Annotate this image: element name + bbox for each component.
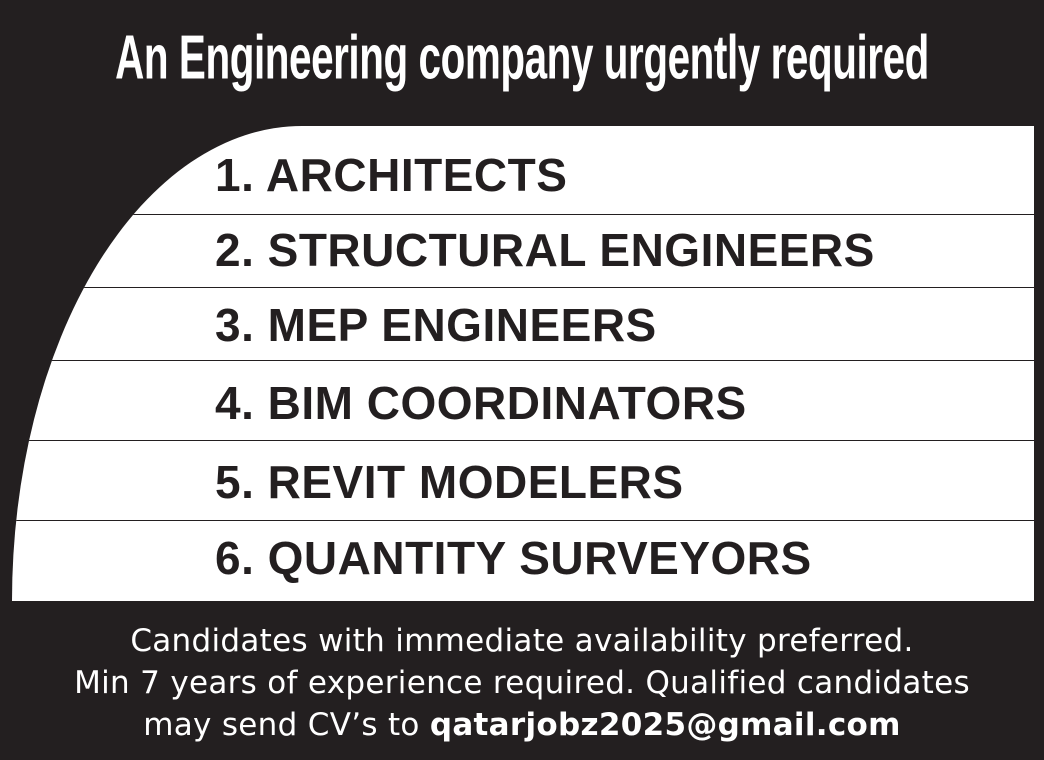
position-row: 5. REVIT MODELERS — [12, 441, 1034, 521]
footer-line-experience: Min 7 years of experience required. Qual… — [74, 665, 970, 701]
position-label: 3. MEP ENGINEERS — [215, 299, 657, 351]
position-row: 3. MEP ENGINEERS — [12, 288, 1034, 361]
footer-contact-prefix: may send CV’s to — [143, 707, 430, 743]
position-row: 4. BIM COORDINATORS — [12, 361, 1034, 441]
footer-note: Candidates with immediate availability p… — [0, 620, 1044, 746]
position-row: 6. QUANTITY SURVEYORS — [12, 521, 1034, 601]
footer-line-contact: may send CV’s to qatarjobz2025@gmail.com — [0, 704, 1044, 746]
positions-panel: 1. ARCHITECTS 2. STRUCTURAL ENGINEERS 3.… — [12, 126, 1034, 601]
position-row: 2. STRUCTURAL ENGINEERS — [12, 215, 1034, 288]
position-row: 1. ARCHITECTS — [12, 126, 1034, 215]
contact-email[interactable]: qatarjobz2025@gmail.com — [429, 707, 901, 743]
position-label: 1. ARCHITECTS — [215, 149, 568, 201]
position-label: 6. QUANTITY SURVEYORS — [215, 532, 812, 584]
footer-line-availability: Candidates with immediate availability p… — [130, 623, 914, 659]
headline: An Engineering company urgently required — [115, 21, 929, 91]
position-label: 5. REVIT MODELERS — [215, 456, 684, 508]
position-label: 4. BIM COORDINATORS — [215, 377, 747, 429]
position-label: 2. STRUCTURAL ENGINEERS — [215, 224, 875, 276]
